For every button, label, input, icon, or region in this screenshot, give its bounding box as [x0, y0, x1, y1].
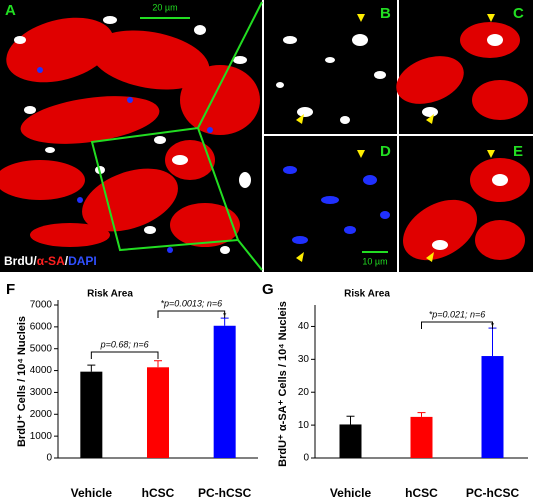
y-tick-label: 20 — [298, 387, 310, 398]
bar — [213, 325, 236, 458]
x-tick-label: hCSC — [405, 486, 438, 500]
stain: / — [33, 254, 37, 268]
bar — [481, 356, 504, 458]
x-tick-label: PC-hCSC — [198, 486, 252, 500]
bar — [410, 416, 433, 458]
y-tick-label: 10 — [298, 420, 310, 431]
bracket — [157, 310, 226, 318]
y-tick-label: 3000 — [30, 387, 53, 398]
bar — [339, 424, 362, 458]
charts: F Risk Area BrdU⁺ Cells / 10⁴ Nucleis 0 1000… — [6, 281, 528, 500]
x-tick-label: PC-hCSC — [466, 486, 520, 500]
y-tick-label: 0 — [46, 453, 52, 464]
significance-star: * — [223, 310, 227, 320]
y-tick-label: 0 — [303, 453, 309, 464]
y-tick-label: 30 — [298, 354, 310, 365]
y-axis-label: BrdU⁺ Cells / 10⁴ Nucleis — [16, 316, 28, 447]
panel-label: A — [5, 2, 16, 19]
y-tick-label: 5000 — [30, 343, 53, 354]
scale-bar-label: 20 µm — [152, 2, 177, 12]
annotation: p=0.68; n=6 — [100, 339, 149, 349]
chart-title: Risk Area — [87, 289, 133, 300]
y-tick-label: 4000 — [30, 365, 53, 376]
stain: α-SA — [37, 254, 65, 268]
y-axis-label: BrdU⁺ α-SA⁺ Cells / 10⁴ Nucleis — [277, 301, 289, 467]
panel-label: E — [513, 143, 523, 160]
y-tick-label: 1000 — [30, 431, 53, 442]
micrograph-c — [396, 0, 533, 134]
annotation: *p=0.0013; n=6 — [161, 298, 223, 308]
annotation: *p=0.021; n=6 — [429, 309, 486, 319]
stain-label: BrdU/α-SA/DAPI — [4, 254, 97, 268]
y-tick-label: 7000 — [30, 300, 53, 311]
bar — [147, 367, 169, 458]
x-tick-label: Vehicle — [71, 486, 113, 500]
panel-label: C — [513, 5, 524, 22]
y-tick-label: 2000 — [30, 409, 53, 420]
y-tick-label: 40 — [298, 321, 310, 332]
micrograph-e — [399, 136, 533, 272]
scale-bar-label: 10 µm — [362, 256, 387, 266]
chart-title: Risk Area — [344, 289, 390, 300]
bracket — [90, 351, 159, 359]
micrograph-b — [264, 0, 397, 134]
stain: / — [65, 254, 69, 268]
significance-star: * — [491, 320, 495, 330]
bar — [80, 371, 103, 458]
arrows — [296, 14, 495, 262]
y-tick-label: 6000 — [30, 321, 53, 332]
stain: BrdU — [4, 254, 33, 268]
panel-label: G — [262, 281, 274, 298]
panel-label: D — [380, 143, 391, 160]
bracket — [421, 321, 493, 329]
micrograph-d — [264, 136, 397, 272]
micrograph-a — [0, 0, 263, 272]
stain: DAPI — [68, 254, 97, 268]
panel-label: F — [6, 281, 15, 298]
x-tick-label: Vehicle — [330, 486, 372, 500]
panel-label: B — [380, 5, 391, 22]
x-tick-label: hCSC — [142, 486, 175, 500]
